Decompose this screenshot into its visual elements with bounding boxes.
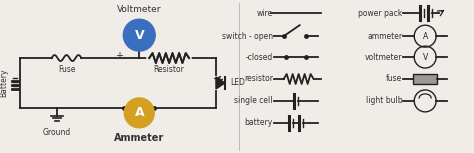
Text: fuse: fuse bbox=[386, 75, 402, 84]
Text: switch - open: switch - open bbox=[222, 32, 273, 41]
Text: Ground: Ground bbox=[43, 128, 71, 137]
Text: voltmeter: voltmeter bbox=[365, 53, 402, 62]
Text: ammeter: ammeter bbox=[367, 32, 402, 41]
Text: single cell: single cell bbox=[234, 96, 273, 105]
FancyBboxPatch shape bbox=[413, 74, 437, 84]
Circle shape bbox=[123, 19, 155, 51]
Text: wire: wire bbox=[256, 9, 273, 18]
Text: +: + bbox=[115, 51, 123, 61]
Text: V: V bbox=[422, 53, 428, 62]
Text: Voltmeter: Voltmeter bbox=[117, 5, 162, 14]
Circle shape bbox=[124, 98, 154, 128]
Text: A: A bbox=[135, 106, 144, 119]
Polygon shape bbox=[216, 77, 225, 89]
Text: V: V bbox=[135, 29, 144, 42]
Text: -: - bbox=[155, 51, 159, 61]
Text: Resistor: Resistor bbox=[154, 65, 184, 74]
Text: Fuse: Fuse bbox=[58, 65, 75, 74]
Text: power pack: power pack bbox=[358, 9, 402, 18]
Text: resistor: resistor bbox=[244, 75, 273, 84]
Text: light bulb: light bulb bbox=[365, 96, 402, 105]
Text: -closed: -closed bbox=[246, 53, 273, 62]
Text: LED: LED bbox=[230, 78, 245, 88]
Text: A: A bbox=[422, 32, 428, 41]
Text: Ammeter: Ammeter bbox=[114, 133, 164, 143]
Text: Battery: Battery bbox=[0, 69, 8, 97]
Text: battery: battery bbox=[245, 118, 273, 127]
